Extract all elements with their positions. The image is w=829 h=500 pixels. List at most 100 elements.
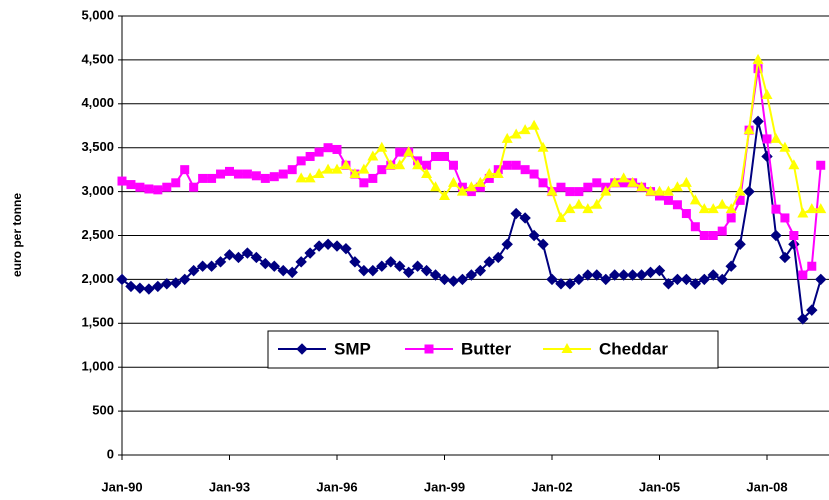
y-tick-label: 1,500 — [81, 315, 114, 330]
marker — [645, 185, 657, 196]
marker — [619, 178, 629, 188]
marker — [555, 278, 567, 290]
marker — [636, 181, 648, 192]
marker — [716, 198, 728, 209]
marker — [466, 187, 476, 197]
marker — [286, 266, 298, 279]
marker — [483, 256, 495, 268]
marker — [717, 226, 727, 236]
marker — [734, 185, 746, 196]
marker — [385, 256, 397, 268]
marker — [170, 277, 182, 289]
marker — [510, 207, 522, 220]
marker — [564, 203, 576, 214]
marker — [278, 169, 288, 179]
marker — [152, 280, 164, 293]
marker — [743, 124, 755, 135]
marker — [501, 238, 513, 250]
marker — [510, 128, 522, 139]
marker — [609, 176, 621, 187]
x-tick-label: Jan-99 — [424, 479, 465, 494]
marker — [394, 260, 406, 272]
marker — [117, 176, 127, 186]
y-axis-label: euro per tonne — [10, 193, 24, 277]
marker — [752, 53, 764, 64]
marker — [232, 251, 245, 264]
marker — [214, 256, 227, 268]
marker — [627, 176, 639, 187]
marker — [403, 146, 415, 157]
marker — [698, 273, 710, 286]
marker — [788, 159, 800, 170]
marker — [349, 168, 361, 179]
marker — [564, 278, 576, 290]
marker — [323, 143, 333, 153]
marker — [223, 249, 236, 261]
marker — [537, 141, 549, 152]
marker — [420, 264, 433, 277]
series-line — [121, 121, 822, 322]
marker — [241, 247, 254, 259]
marker — [707, 203, 719, 214]
marker — [430, 181, 442, 192]
marker — [295, 256, 307, 268]
marker — [474, 264, 487, 277]
marker — [456, 185, 468, 196]
marker — [376, 141, 388, 152]
marker — [538, 178, 548, 188]
marker — [798, 270, 808, 280]
marker — [762, 134, 772, 144]
marker — [359, 178, 369, 188]
marker — [216, 169, 226, 179]
marker — [456, 273, 469, 286]
marker — [492, 251, 504, 264]
marker — [528, 119, 540, 130]
marker — [725, 260, 737, 272]
marker — [519, 212, 531, 224]
marker — [725, 203, 737, 214]
marker — [331, 240, 343, 252]
marker — [332, 144, 342, 154]
marker — [475, 182, 485, 192]
marker — [671, 181, 683, 192]
marker — [680, 273, 693, 286]
marker — [153, 185, 163, 195]
marker — [331, 163, 343, 174]
marker — [501, 132, 513, 143]
marker — [574, 187, 584, 197]
marker — [304, 172, 316, 183]
marker — [125, 280, 137, 293]
marker — [699, 231, 709, 240]
marker — [582, 203, 594, 214]
marker — [816, 160, 826, 170]
marker — [474, 176, 486, 187]
marker — [752, 115, 764, 128]
x-tick-label: Jan-90 — [101, 479, 142, 494]
marker — [313, 168, 325, 179]
y-tick-label: 4,500 — [81, 51, 114, 66]
x-tick-label: Jan-02 — [531, 479, 572, 494]
marker — [429, 269, 442, 281]
marker — [600, 273, 612, 286]
marker — [707, 269, 719, 281]
marker — [502, 160, 512, 170]
marker — [635, 269, 648, 281]
marker — [368, 173, 378, 183]
marker — [654, 185, 665, 196]
marker — [771, 204, 781, 214]
marker — [259, 257, 272, 270]
marker — [465, 269, 478, 281]
marker — [789, 231, 799, 240]
y-tick-label: 4,000 — [81, 95, 114, 110]
marker — [431, 151, 441, 161]
y-tick-label: 5,000 — [81, 7, 114, 22]
y-tick-label: 2,000 — [81, 271, 114, 286]
marker — [144, 184, 154, 194]
marker — [189, 182, 199, 192]
marker — [179, 273, 191, 286]
marker — [411, 260, 424, 272]
marker — [806, 203, 818, 214]
marker — [295, 172, 307, 183]
marker — [143, 283, 155, 295]
